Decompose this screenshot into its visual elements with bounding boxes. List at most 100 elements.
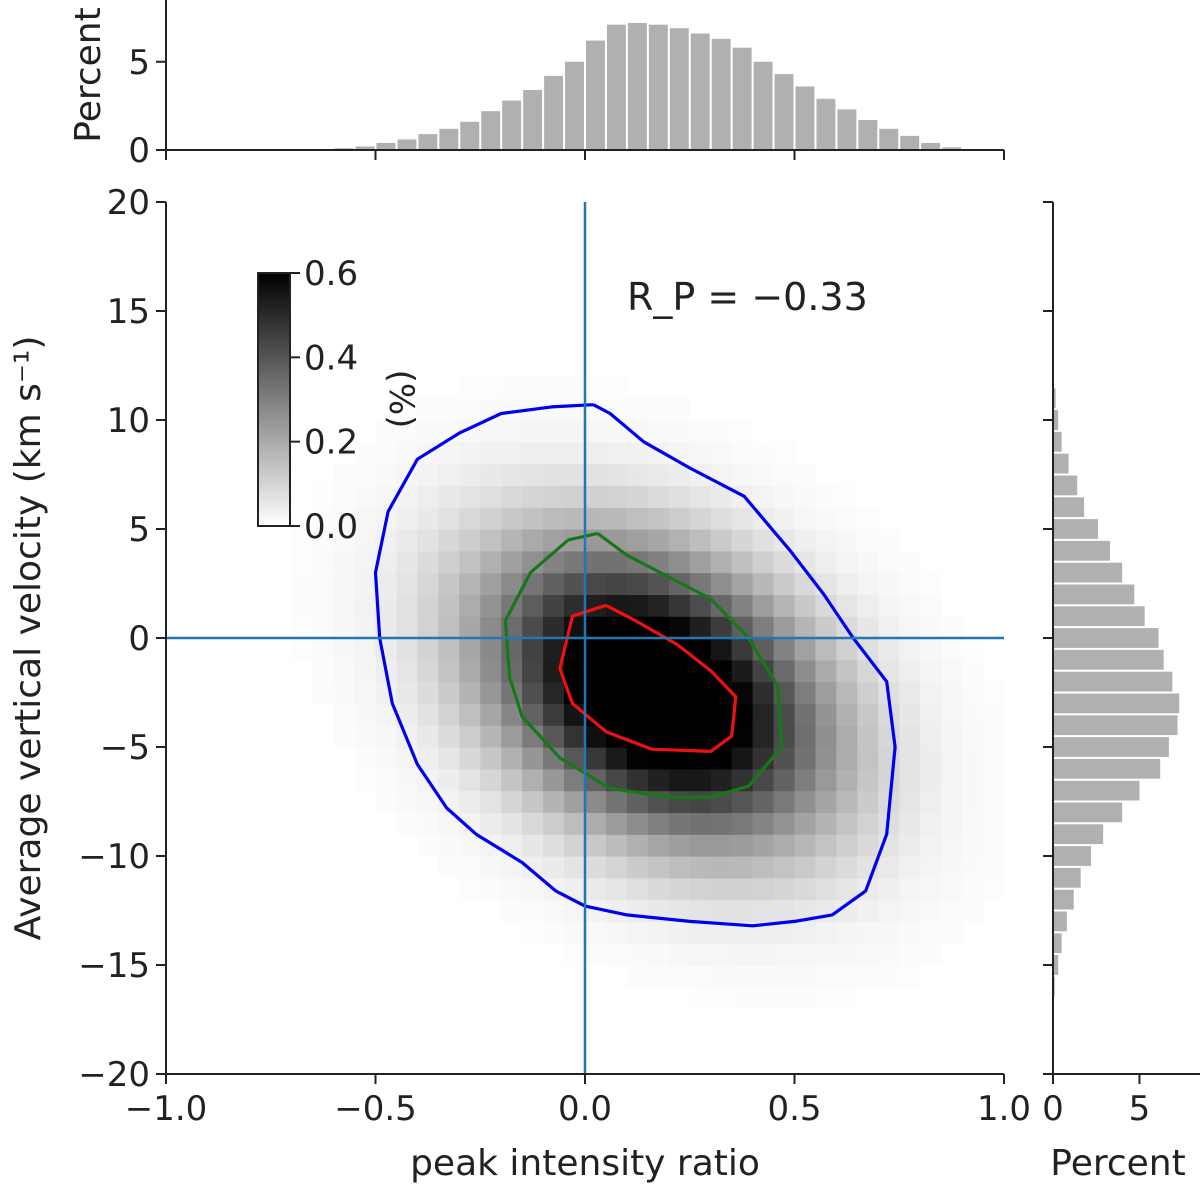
heatmap-cell: [354, 550, 377, 574]
heatmap-cell: [522, 725, 544, 748]
heatmap-cell: [731, 725, 754, 748]
heatmap-cell: [647, 965, 670, 988]
heatmap-cell: [543, 703, 565, 726]
heatmap-cell: [543, 812, 565, 835]
heatmap-cell: [731, 420, 754, 443]
heatmap-cell: [857, 899, 879, 922]
heatmap-cell: [794, 594, 817, 617]
heatmap-cell: [564, 659, 586, 683]
heatmap-cell: [522, 485, 544, 508]
heatmap-cell: [668, 507, 691, 530]
heatmap-cell: [899, 550, 921, 574]
top-histogram-bar: [921, 142, 941, 150]
heatmap-cell: [647, 572, 670, 595]
heatmap-cell: [626, 441, 649, 465]
heatmap-cell: [543, 398, 565, 421]
density-contour: [503, 531, 784, 799]
heatmap-cell: [689, 921, 712, 944]
heatmap-cell: [417, 790, 439, 813]
heatmap-cell: [501, 659, 523, 683]
heatmap-cell: [794, 747, 817, 770]
heatmap-cell: [480, 376, 502, 399]
heatmap-cell: [773, 768, 796, 792]
top-y-tick-label: 5: [128, 43, 150, 83]
y-axis-label: Average vertical velocity (km s⁻¹): [8, 336, 49, 941]
heatmap-cell: [941, 899, 963, 922]
heatmap-cell: [878, 856, 900, 879]
heatmap-cell: [564, 638, 586, 661]
heatmap-cell: [752, 877, 775, 901]
heatmap-cell: [647, 485, 670, 508]
heatmap-cell: [626, 856, 649, 879]
heatmap-cell: [417, 703, 439, 726]
heatmap-cell: [836, 703, 858, 726]
heatmap-cell: [375, 725, 398, 748]
heatmap-cell: [626, 921, 649, 944]
heatmap-cell: [647, 725, 670, 748]
heatmap-cell: [543, 529, 565, 552]
right-histogram-bar: [1053, 911, 1067, 932]
heatmap-cell: [773, 877, 796, 901]
heatmap-cell: [773, 463, 796, 486]
right-histogram-bar: [1053, 562, 1123, 583]
density-contour: [558, 603, 738, 753]
heatmap-cell: [626, 463, 649, 486]
heatmap-cell: [417, 659, 439, 683]
heatmap-cell: [815, 768, 837, 792]
heatmap-cell: [438, 463, 460, 486]
heatmap-cell: [983, 725, 1004, 748]
heatmap-cell: [857, 550, 879, 574]
heatmap-cell: [920, 899, 942, 922]
heatmap-cell: [480, 594, 502, 617]
heatmap-cell: [983, 747, 1004, 770]
heatmap-cell: [438, 834, 460, 857]
heatmap-cell: [501, 441, 523, 465]
heatmap-cell: [626, 398, 649, 421]
heatmap-cell: [878, 768, 900, 792]
top-histogram-bar: [439, 128, 459, 150]
heatmap-cell: [605, 485, 628, 508]
heatmap-cell: [480, 703, 502, 726]
heatmap-cell: [459, 834, 481, 857]
heatmap-cell: [501, 899, 523, 922]
heatmap-cell: [920, 921, 942, 944]
heatmap-cell: [459, 638, 481, 661]
heatmap-cell: [815, 485, 837, 508]
heatmap-cell: [585, 616, 607, 639]
heatmap-cell: [543, 768, 565, 792]
heatmap-cell: [794, 921, 817, 944]
heatmap-cell: [564, 398, 586, 421]
heatmap-cell: [626, 420, 649, 443]
right-histogram-bar: [1053, 933, 1062, 954]
heatmap-cell: [605, 747, 628, 770]
heatmap-cell: [773, 441, 796, 465]
heatmap-cell: [522, 441, 544, 465]
heatmap-cell: [291, 529, 314, 552]
heatmap-cell: [647, 659, 670, 683]
heatmap-cell: [459, 463, 481, 486]
top-histogram-bar: [795, 86, 815, 150]
heatmap-cell: [585, 790, 607, 813]
heatmap-cell: [291, 550, 314, 574]
heatmap-cell: [794, 616, 817, 639]
heatmap-cell: [396, 398, 418, 421]
heatmap-cell: [354, 638, 377, 661]
heatmap-cell: [752, 529, 775, 552]
x-axis-label: peak intensity ratio: [410, 1143, 760, 1184]
heatmap-cell: [417, 463, 439, 486]
heatmap-cell: [480, 768, 502, 792]
heatmap-cell: [857, 834, 879, 857]
heatmap-cell: [710, 747, 733, 770]
right-histogram-bar: [1053, 693, 1180, 714]
heatmap-cell: [962, 768, 984, 792]
heatmap-cell: [689, 550, 712, 574]
heatmap-cell: [501, 398, 523, 421]
heatmap-cell: [438, 703, 460, 726]
top-y-axis-label: Percent: [68, 7, 109, 142]
heatmap-cell: [857, 812, 879, 835]
heatmap-cell: [920, 594, 942, 617]
heatmap-cell: [941, 790, 963, 813]
heatmap-cell: [857, 529, 879, 552]
